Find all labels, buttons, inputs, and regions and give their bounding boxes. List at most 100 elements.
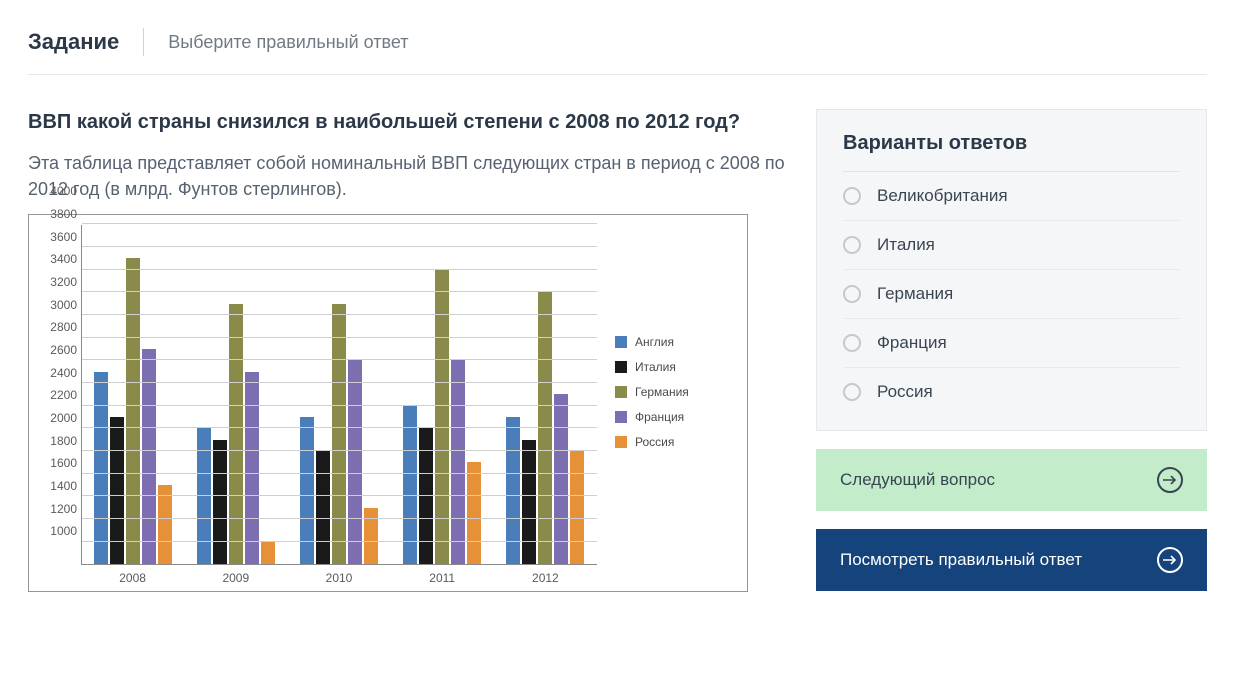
y-tick-label: 3400	[37, 252, 77, 266]
grid-line	[82, 473, 597, 474]
grid-line	[82, 495, 597, 496]
bar	[554, 394, 568, 564]
legend-label: Германия	[635, 385, 689, 399]
y-tick-label: 4000	[37, 184, 77, 198]
legend-swatch	[615, 336, 627, 348]
answers-title: Варианты ответов	[843, 132, 1180, 172]
grid-line	[82, 337, 597, 338]
legend-swatch	[615, 411, 627, 423]
arrow-right-icon	[1157, 547, 1183, 573]
answer-option[interactable]: Россия	[843, 368, 1180, 416]
answers-panel: Варианты ответов Великобритания Италия Гер…	[816, 109, 1207, 431]
legend-label: Россия	[635, 435, 674, 449]
bar	[316, 451, 330, 564]
show-answer-button[interactable]: Посмотреть правильный ответ	[816, 529, 1207, 591]
chart-plot-area: 1000120014001600180020002200240026002800…	[37, 225, 597, 585]
bar	[300, 417, 314, 564]
question-column: ВВП какой страны снизился в наибольшей с…	[28, 109, 788, 592]
y-tick-label: 1400	[37, 479, 77, 493]
x-tick-label: 2009	[222, 571, 249, 585]
legend-item: Германия	[615, 385, 735, 399]
bar	[451, 360, 465, 564]
answer-label: Франция	[877, 333, 947, 353]
header: Задание Выберите правильный ответ	[28, 28, 1207, 75]
radio-icon	[843, 236, 861, 254]
answers-column: Варианты ответов Великобритания Италия Гер…	[816, 109, 1207, 592]
bar	[110, 417, 124, 564]
x-tick-label: 2012	[532, 571, 559, 585]
y-tick-label: 2800	[37, 320, 77, 334]
grid-line	[82, 541, 597, 542]
answer-label: Россия	[877, 382, 933, 402]
y-tick-label: 2200	[37, 388, 77, 402]
bar	[245, 372, 259, 565]
x-tick-label: 2010	[326, 571, 353, 585]
grid-line	[82, 246, 597, 247]
bar	[213, 440, 227, 565]
legend-swatch	[615, 386, 627, 398]
grid-line	[82, 382, 597, 383]
bar-group	[293, 304, 386, 565]
page-title: Задание	[28, 29, 119, 55]
answer-option[interactable]: Франция	[843, 319, 1180, 368]
answer-label: Италия	[877, 235, 935, 255]
legend-item: Англия	[615, 335, 735, 349]
legend-item: Россия	[615, 435, 735, 449]
bar	[158, 485, 172, 564]
bar	[197, 428, 211, 564]
legend-swatch	[615, 361, 627, 373]
grid-line	[82, 291, 597, 292]
legend-label: Англия	[635, 335, 674, 349]
radio-icon	[843, 285, 861, 303]
legend-item: Италия	[615, 360, 735, 374]
y-tick-label: 3000	[37, 298, 77, 312]
legend-label: Италия	[635, 360, 676, 374]
bar	[506, 417, 520, 564]
grid-line	[82, 427, 597, 428]
y-tick-label: 2400	[37, 366, 77, 380]
page-subtitle: Выберите правильный ответ	[168, 32, 408, 53]
bar	[348, 360, 362, 564]
bar	[419, 428, 433, 564]
grid-line	[82, 450, 597, 451]
radio-icon	[843, 334, 861, 352]
grid-line	[82, 314, 597, 315]
bar	[522, 440, 536, 565]
y-tick-label: 3200	[37, 275, 77, 289]
grid-line	[82, 359, 597, 360]
bar	[467, 462, 481, 564]
radio-icon	[843, 187, 861, 205]
legend-item: Франция	[615, 410, 735, 424]
chart-legend: Англия Италия Германия Франция Россия	[597, 225, 735, 585]
grid-line	[82, 518, 597, 519]
y-tick-label: 2600	[37, 343, 77, 357]
arrow-right-icon	[1157, 467, 1183, 493]
radio-icon	[843, 383, 861, 401]
answer-option[interactable]: Великобритания	[843, 172, 1180, 221]
bar-group	[190, 304, 283, 565]
y-tick-label: 1800	[37, 434, 77, 448]
answer-option[interactable]: Германия	[843, 270, 1180, 319]
answer-option[interactable]: Италия	[843, 221, 1180, 270]
next-question-button[interactable]: Следующий вопрос	[816, 449, 1207, 511]
x-tick-label: 2011	[429, 571, 455, 585]
y-tick-label: 3600	[37, 230, 77, 244]
y-tick-label: 1200	[37, 502, 77, 516]
bar	[538, 292, 552, 564]
bar	[364, 508, 378, 565]
question-description: Эта таблица представляет собой номинальн…	[28, 150, 788, 202]
bar	[94, 372, 108, 565]
content: ВВП какой страны снизился в наибольшей с…	[28, 109, 1207, 592]
question-title: ВВП какой страны снизился в наибольшей с…	[28, 109, 788, 136]
bar	[229, 304, 243, 565]
y-tick-label: 1000	[37, 524, 77, 538]
bar-group	[499, 292, 592, 564]
bar	[570, 451, 584, 564]
answer-label: Германия	[877, 284, 953, 304]
next-question-label: Следующий вопрос	[840, 470, 995, 490]
grid-line	[82, 223, 597, 224]
grid-line	[82, 405, 597, 406]
bar	[332, 304, 346, 565]
header-divider	[143, 28, 144, 56]
gdp-chart: 1000120014001600180020002200240026002800…	[28, 214, 748, 592]
